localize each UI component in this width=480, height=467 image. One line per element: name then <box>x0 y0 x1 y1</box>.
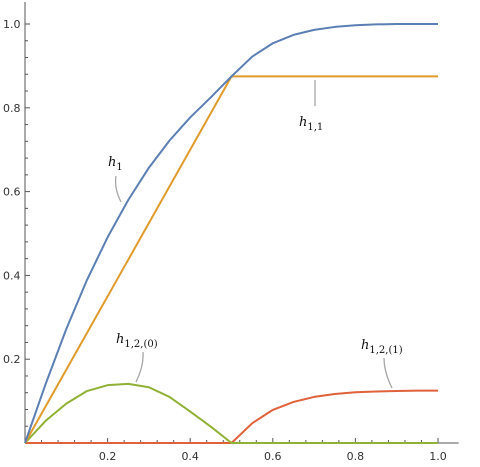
label-subscript: 1,2,(1) <box>369 345 402 356</box>
label-h11: h1,1 <box>299 115 323 133</box>
label-base: h <box>299 115 307 130</box>
series-line-h120 <box>24 382 438 444</box>
y-tick-label: 0.2 <box>3 353 21 366</box>
axes: 0.2 0.4 0.6 0.8 1.0 0.2 0.4 0.6 0.8 1.0 <box>3 2 459 463</box>
y-tick-label: 0.4 <box>3 269 21 282</box>
label-subscript: 1,1 <box>307 122 323 133</box>
series-group <box>24 23 438 444</box>
callout-line-h120 <box>135 351 144 383</box>
y-tick-label: 0.8 <box>3 102 21 115</box>
series-line-h1 <box>24 23 438 444</box>
label-subscript: 1,2,(0) <box>124 339 157 350</box>
x-tick-label: 1.0 <box>429 450 447 463</box>
x-tick-label: 0.2 <box>99 450 117 463</box>
label-base: h <box>108 155 116 170</box>
label-h120: h1,2,(0) <box>116 332 158 350</box>
y-tick-label: 0.6 <box>3 186 21 199</box>
label-base: h <box>116 332 124 347</box>
x-tick-label: 0.4 <box>181 450 199 463</box>
callout-line-h121 <box>383 357 393 389</box>
callout-line-h1 <box>114 175 122 203</box>
callouts <box>114 80 393 389</box>
label-subscript: 1 <box>116 162 122 173</box>
label-h1: h1 <box>108 155 123 173</box>
x-tick-label: 0.8 <box>347 450 365 463</box>
series-line-h121 <box>25 389 438 444</box>
series-line-h11 <box>24 75 438 444</box>
label-h121: h1,2,(1) <box>361 338 403 356</box>
x-tick-label: 0.6 <box>264 450 282 463</box>
y-tick-label: 1.0 <box>3 18 21 31</box>
label-base: h <box>361 338 369 353</box>
